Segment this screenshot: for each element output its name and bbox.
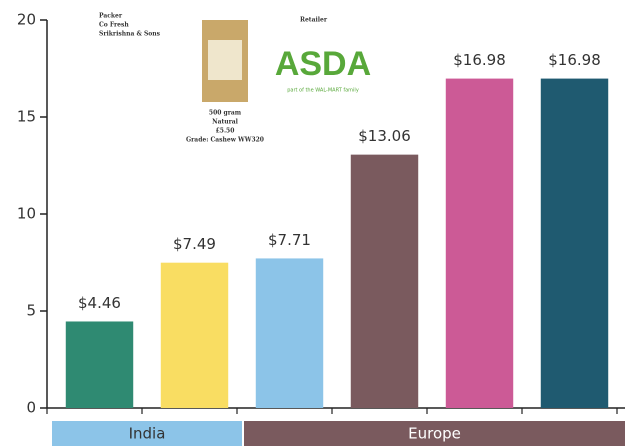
product-line: Grade: Cashew WW320 bbox=[186, 137, 264, 144]
product-line: 500 gram bbox=[209, 110, 242, 117]
retailer-label: Retailer bbox=[300, 17, 328, 24]
value-label: $7.71 bbox=[268, 231, 311, 249]
y-tick-label: 15 bbox=[17, 108, 36, 126]
bar bbox=[445, 78, 514, 408]
group-band bbox=[52, 421, 242, 446]
packer-line: Packer bbox=[99, 13, 123, 20]
bar bbox=[350, 154, 419, 408]
product-line: £5.50 bbox=[216, 128, 235, 135]
y-tick-label: 5 bbox=[26, 302, 36, 320]
group-label: India bbox=[129, 425, 166, 443]
bar bbox=[160, 262, 229, 408]
packer-line: Srikrishna & Sons bbox=[99, 31, 161, 38]
bar bbox=[255, 258, 324, 408]
retailer-logo: ASDA bbox=[275, 45, 371, 83]
y-tick-label: 20 bbox=[17, 11, 36, 29]
bar bbox=[65, 321, 134, 408]
bar bbox=[540, 78, 609, 408]
retailer-tagline: part of the WAL-MART family bbox=[287, 88, 359, 94]
value-label: $7.49 bbox=[173, 235, 216, 253]
value-label: $16.98 bbox=[453, 51, 506, 69]
product-line: Natural bbox=[212, 119, 239, 126]
packer-line: Co Fresh bbox=[99, 22, 129, 29]
value-label: $4.46 bbox=[78, 294, 121, 312]
value-label: $16.98 bbox=[548, 51, 601, 69]
group-label: Europe bbox=[408, 425, 461, 443]
y-tick-label: 10 bbox=[17, 205, 36, 223]
product-label bbox=[208, 40, 242, 80]
group-band bbox=[244, 421, 625, 446]
value-label: $13.06 bbox=[358, 127, 411, 145]
y-tick-label: 0 bbox=[26, 399, 36, 417]
